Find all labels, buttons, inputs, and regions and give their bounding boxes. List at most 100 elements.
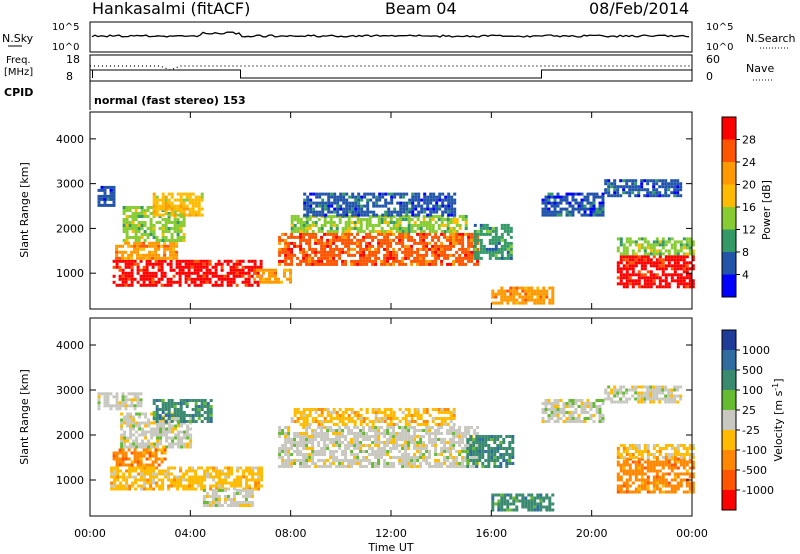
heatmap-cell (150, 430, 154, 434)
heatmap-cell (335, 238, 339, 242)
heatmap-cell (490, 438, 494, 441)
heatmap-cell (449, 227, 453, 230)
heatmap-cell (353, 235, 357, 239)
heatmap-cell (314, 259, 318, 263)
heatmap-cell (362, 253, 366, 257)
heatmap-cell (189, 427, 193, 431)
heatmap-cell (113, 466, 117, 470)
heatmap-cell (484, 435, 488, 438)
heatmap-cell (142, 268, 146, 272)
heatmap-cell (372, 201, 376, 205)
heatmap-cell (209, 411, 213, 414)
heatmap-cell (422, 259, 426, 263)
heatmap-cell (211, 274, 215, 278)
heatmap-cell (268, 268, 271, 272)
heatmap-cell (377, 438, 381, 441)
heatmap-cell (670, 179, 674, 183)
heatmap-cell (655, 273, 659, 277)
heatmap-cell (613, 182, 617, 186)
heatmap-cell (173, 210, 177, 214)
heatmap-cell (473, 253, 477, 257)
heatmap-cell (383, 221, 387, 224)
heatmap-cell (235, 259, 239, 263)
heatmap-cell (229, 265, 233, 269)
heatmap-cell (162, 424, 166, 428)
heatmap-cell (431, 408, 435, 411)
heatmap-cell (398, 224, 402, 227)
heatmap-cell (329, 215, 333, 218)
heatmap-cell (432, 204, 436, 208)
heatmap-cell (151, 454, 155, 458)
heatmap-cell (353, 253, 357, 257)
heatmap-cell (302, 256, 306, 260)
heatmap-cell (248, 484, 252, 488)
heatmap-cell (176, 227, 180, 230)
heatmap-cell (401, 411, 405, 414)
heatmap-cell (586, 198, 590, 202)
heatmap-cell (392, 250, 396, 254)
heatmap-cell (640, 179, 644, 183)
heatmap-cell (254, 487, 258, 491)
heatmap-cell (353, 456, 357, 459)
heatmap-cell (506, 508, 510, 512)
heatmap-cell (527, 298, 531, 302)
heatmap-cell (478, 438, 482, 441)
heatmap-cell (140, 472, 144, 476)
heatmap-cell (186, 445, 190, 449)
heatmap-cell (121, 392, 125, 396)
heatmap-cell (449, 235, 453, 239)
heatmap-cell (356, 462, 360, 465)
heatmap-cell (389, 218, 393, 221)
heatmap-cell (350, 459, 354, 462)
heatmap-cell (377, 459, 381, 462)
heatmap-cell (177, 445, 181, 449)
heatmap-cell (661, 182, 665, 186)
heatmap-cell (278, 247, 282, 251)
heatmap-cell (410, 462, 414, 465)
heatmap-cell (661, 279, 665, 283)
heatmap-cell (455, 441, 459, 444)
heatmap-cell (155, 472, 159, 476)
heatmap-cell (449, 253, 453, 257)
heatmap-cell (169, 280, 173, 284)
heatmap-cell (496, 447, 500, 450)
heatmap-cell (335, 259, 339, 263)
heatmap-cell (118, 457, 122, 461)
heatmap-cell (655, 240, 659, 244)
heatmap-cell (395, 259, 399, 263)
heatmap-cell (386, 465, 390, 468)
heatmap-cell (407, 456, 411, 459)
heatmap-cell (365, 221, 369, 224)
heatmap-cell (164, 198, 168, 202)
heatmap-cell (426, 195, 430, 199)
heatmap-cell (598, 207, 602, 211)
heatmap-cell (139, 268, 143, 272)
heatmap-cell (166, 280, 170, 284)
heatmap-cell (607, 188, 611, 192)
heatmap-cell (296, 459, 300, 462)
heatmap-cell (177, 439, 181, 443)
heatmap-cell (550, 210, 554, 214)
heatmap-cell (341, 414, 345, 417)
heatmap-cell (521, 493, 525, 497)
heatmap-cell (170, 227, 174, 230)
heatmap-cell (235, 274, 239, 278)
heatmap-cell (287, 253, 291, 257)
heatmap-cell (197, 478, 201, 482)
heatmap-cell (497, 247, 501, 251)
heatmap-cell (509, 226, 513, 230)
heatmap-cell (344, 259, 348, 263)
heatmap-cell (120, 427, 124, 431)
heatmap-cell (374, 250, 378, 254)
heatmap-cell (425, 432, 429, 435)
heatmap-cell (341, 417, 345, 420)
heatmap-cell (200, 399, 204, 402)
heatmap-cell (109, 407, 113, 411)
heatmap-cell (502, 456, 506, 459)
heatmap-cell (305, 250, 309, 254)
heatmap-cell (416, 253, 420, 257)
heatmap-cell (368, 215, 372, 218)
heatmap-cell (347, 420, 351, 423)
heatmap-cell (667, 273, 671, 277)
heatmap-cell (357, 195, 361, 199)
